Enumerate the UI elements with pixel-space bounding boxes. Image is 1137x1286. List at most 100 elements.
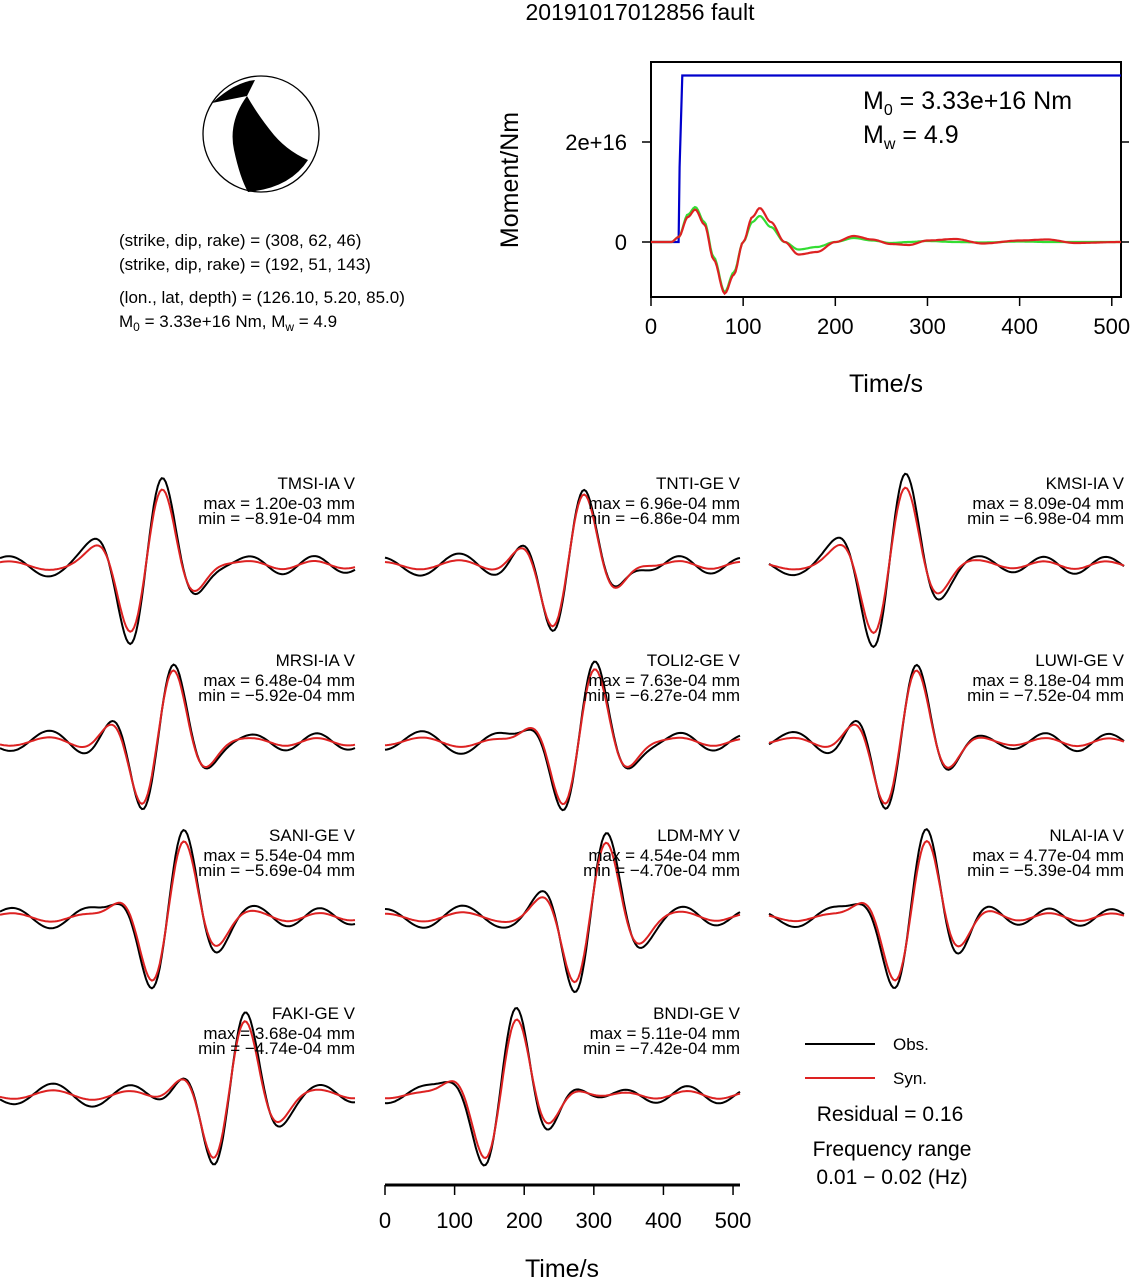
waveform-xtick-label: 300 [575, 1208, 612, 1233]
legend-syn-label: Syn. [893, 1069, 927, 1088]
station-label: BNDI-GE V [653, 1004, 741, 1023]
trace-max: max = 8.18e-04 mm [972, 671, 1124, 690]
trace-max: max = 7.63e-04 mm [588, 671, 740, 690]
synthetic-trace [385, 841, 741, 984]
synthetic-rate-red [651, 207, 1121, 296]
waveform-xaxis: 0 100 200 300 400 500 [379, 1183, 752, 1233]
source-moment: M0 = 3.33e+16 Nm, Mw = 4.9 [119, 312, 337, 334]
moment-chart-xlabel: Time/s [849, 370, 923, 398]
synthetic-rate-green [651, 205, 1121, 294]
synthetic-trace [0, 669, 356, 805]
moment-annotation-mw: Mw = 4.9 [863, 121, 959, 153]
moment-chart-series [651, 74, 1121, 296]
waveform-xtick-label: 0 [379, 1208, 391, 1233]
moment-ytick-label: 2e+16 [565, 130, 627, 155]
observed-trace [768, 663, 1125, 810]
waveform-xlabel: Time/s [525, 1255, 599, 1281]
station-label: LUWI-GE V [1035, 651, 1124, 670]
observed-trace [0, 828, 356, 990]
trace-max: max = 1.20e-03 mm [203, 494, 355, 513]
moment-chart-ylabel: Moment/Nm [496, 112, 524, 248]
synthetic-trace [384, 493, 741, 628]
nodal-plane-1: (strike, dip, rake) = (308, 62, 46) [119, 231, 361, 250]
moment-chart-xaxis: 0 100 200 300 400 500 [645, 297, 1130, 339]
beachball-compression-main [232, 96, 308, 192]
synthetic-trace [384, 668, 741, 806]
beachball-compression-north [212, 80, 255, 103]
waveform-xtick-label: 500 [715, 1208, 752, 1233]
nodal-plane-2: (strike, dip, rake) = (192, 51, 143) [119, 255, 371, 274]
station-label: FAKI-GE V [272, 1004, 356, 1023]
synthetic-trace [0, 1020, 355, 1159]
station-label: SANI-GE V [269, 826, 356, 845]
trace-min: min = −6.27e-04 mm [583, 686, 740, 705]
observed-trace [768, 472, 1125, 649]
trace-max: max = 6.48e-04 mm [203, 671, 355, 690]
synthetic-trace [768, 669, 1125, 805]
moment-chart-yaxis: 0 2e+16 [565, 130, 1129, 255]
trace-min: min = −7.52e-04 mm [967, 686, 1124, 705]
waveform-xtick-label: 400 [645, 1208, 682, 1233]
source-location: (lon., lat, depth) = (126.10, 5.20, 85.0… [119, 288, 405, 307]
trace-min: min = −5.39e-04 mm [967, 861, 1124, 880]
synthetic-trace [385, 1018, 741, 1160]
trace-max: max = 5.11e-04 mm [590, 1024, 740, 1043]
station-label: NLAI-IA V [1049, 826, 1124, 845]
trace-min: min = −4.70e-04 mm [583, 861, 740, 880]
moment-xtick-label: 200 [817, 314, 854, 339]
trace-min: min = −5.69e-04 mm [198, 861, 355, 880]
observed-trace [0, 663, 356, 811]
moment-xtick-label: 300 [909, 314, 946, 339]
waveform-xtick-label: 200 [506, 1208, 543, 1233]
frequency-label: Frequency range [813, 1138, 972, 1161]
moment-annotation-m0: M0 = 3.33e+16 Nm [863, 87, 1072, 119]
trace-min: min = −8.91e-04 mm [198, 509, 355, 528]
moment-ytick-label: 0 [615, 230, 627, 255]
waveform-xtick-label: 100 [436, 1208, 473, 1233]
trace-max: max = 8.09e-04 mm [972, 494, 1124, 513]
moment-chart: 0 100 200 300 400 500 0 2e+16 Time/s Moment/Nm… [496, 61, 1130, 398]
trace-max: max = 5.54e-04 mm [203, 846, 355, 865]
trace-max: max = 6.96e-04 mm [588, 494, 740, 513]
figure-title: 20191017012856 fault [526, 0, 756, 25]
beachball-icon [202, 75, 320, 193]
synthetic-trace [0, 488, 356, 633]
frequency-range: 0.01 − 0.02 (Hz) [816, 1166, 967, 1189]
trace-max: max = 3.68e-04 mm [203, 1024, 355, 1043]
station-label: MRSI-IA V [276, 651, 356, 670]
station-label: LDM-MY V [657, 826, 740, 845]
station-label: TNTI-GE V [656, 474, 741, 493]
trace-min: min = −6.86e-04 mm [583, 509, 740, 528]
moment-xtick-label: 500 [1093, 314, 1130, 339]
moment-xtick-label: 400 [1001, 314, 1038, 339]
trace-max: max = 4.77e-04 mm [972, 846, 1124, 865]
observed-trace [0, 477, 356, 646]
moment-xtick-label: 0 [645, 314, 657, 339]
residual-text: Residual = 0.16 [817, 1103, 964, 1126]
legend: Obs. Syn. [805, 1035, 929, 1088]
synthetic-trace [0, 840, 356, 982]
observed-trace [384, 660, 741, 812]
trace-min: min = −6.98e-04 mm [967, 509, 1124, 528]
station-label: KMSI-IA V [1046, 474, 1125, 493]
legend-obs-label: Obs. [893, 1035, 929, 1054]
trace-min: min = −7.42e-04 mm [583, 1039, 740, 1058]
station-label: TOLI2-GE V [647, 651, 741, 670]
trace-max: max = 4.54e-04 mm [588, 846, 740, 865]
moment-chart-frame [650, 61, 1122, 298]
station-label: TMSI-IA V [278, 474, 356, 493]
moment-xtick-label: 100 [725, 314, 762, 339]
